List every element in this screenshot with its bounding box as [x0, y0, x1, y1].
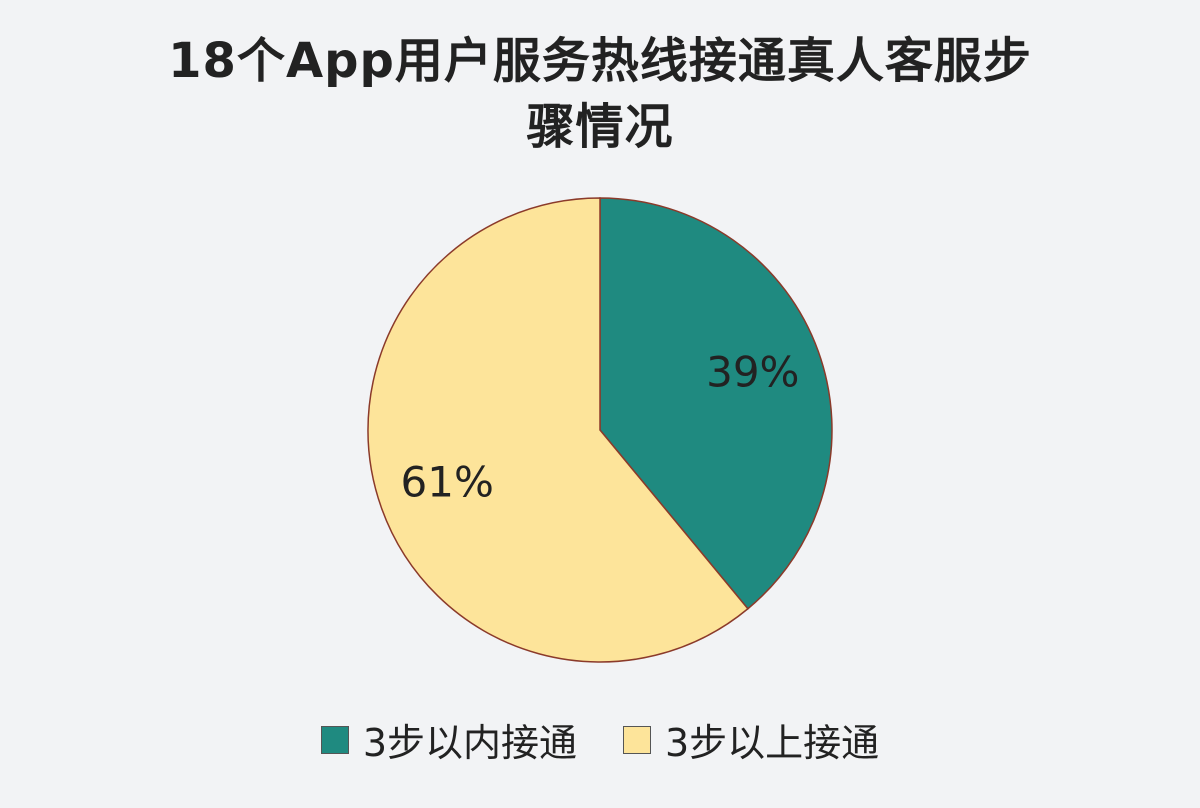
legend-label: 3步以内接通 [362, 721, 577, 765]
legend-swatch [320, 725, 349, 754]
pie-slice [599, 197, 833, 610]
chart-title: 18个App用户服务热线接通真人客服步骤情况 [168, 33, 1032, 155]
legend-swatch [623, 725, 651, 754]
pie-slice [367, 197, 749, 663]
data-label: 39% [706, 347, 799, 396]
legend-item: 3步以内接通 [320, 712, 577, 767]
data-label: 61% [401, 458, 494, 507]
legend-item: 3步以上接通 [623, 712, 879, 767]
legend-label: 3步以上接通 [665, 721, 880, 765]
legend: 3步以内接通 3步以上接通 [0, 712, 1200, 767]
